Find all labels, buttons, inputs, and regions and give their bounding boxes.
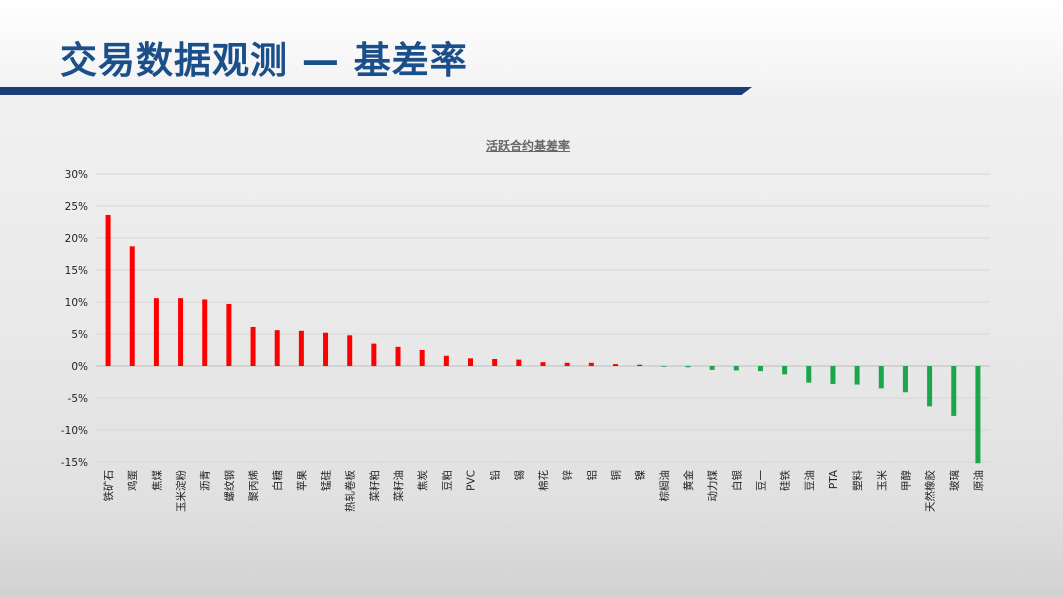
bar <box>854 366 860 385</box>
bar <box>782 366 788 375</box>
y-tick-label: -15% <box>61 457 88 469</box>
x-tick-label: 黄金 <box>682 470 695 491</box>
x-tick-label: 白糖 <box>271 470 284 491</box>
x-tick-label: 天然橡胶 <box>924 470 937 512</box>
y-tick-label: 10% <box>65 297 88 309</box>
x-tick-label: 铁矿石 <box>102 470 115 502</box>
bar <box>685 366 691 368</box>
x-tick-label: 鸡蛋 <box>126 470 139 491</box>
bar <box>612 364 618 366</box>
x-tick-label: 塑料 <box>851 470 864 491</box>
bar <box>540 362 546 366</box>
bar <box>129 246 135 366</box>
x-tick-label: 白银 <box>730 470 743 491</box>
x-tick-label: 玉米淀粉 <box>175 470 188 512</box>
bar <box>226 303 232 366</box>
bar <box>153 298 159 366</box>
x-tick-label: 铅 <box>489 470 502 481</box>
x-axis: 铁矿石 鸡蛋 焦煤 玉米淀粉 沥青 螺纹钢 聚丙烯 白糖 苹果 锰硅 热轧卷板 菜籽粕 菜籽油 焦炭 豆粕 P… <box>102 469 985 512</box>
x-tick-label: 甲醇 <box>899 470 912 491</box>
bar <box>274 330 280 366</box>
bar <box>202 299 208 366</box>
bar <box>902 366 908 393</box>
x-tick-label: PVC <box>466 470 478 491</box>
page-title: 交易数据观测 — 基差率 <box>60 39 468 82</box>
bars <box>105 214 981 464</box>
x-tick-label: 苹果 <box>295 470 308 491</box>
x-tick-label: 动力煤 <box>706 470 719 502</box>
x-tick-label: 菜籽油 <box>392 470 405 502</box>
bar <box>757 366 763 372</box>
x-tick-label: 聚丙烯 <box>247 470 260 502</box>
bar <box>347 335 353 366</box>
bar <box>323 332 329 366</box>
x-tick-label: 菜籽粕 <box>368 470 381 502</box>
bar <box>298 330 304 366</box>
bar <box>395 346 401 366</box>
x-tick-label: 铜 <box>610 470 622 481</box>
x-tick-label: 玉米 <box>875 470 888 491</box>
bar <box>661 366 667 367</box>
y-tick-label: 25% <box>65 201 88 213</box>
bar <box>468 358 474 366</box>
title-underline-bar <box>0 87 752 95</box>
x-tick-label: 铝 <box>585 470 598 481</box>
bar <box>588 362 594 366</box>
y-tick-label: 5% <box>71 329 88 341</box>
x-tick-label: 热轧卷板 <box>344 470 357 512</box>
x-tick-label: 镍 <box>634 470 647 481</box>
x-tick-label: 硅铁 <box>779 470 792 491</box>
x-tick-label: 豆油 <box>803 470 816 491</box>
header-band <box>0 0 1063 96</box>
x-tick-label: 螺纹钢 <box>223 470 236 502</box>
bar <box>419 350 425 366</box>
bar <box>830 366 836 384</box>
bar <box>250 326 256 366</box>
x-tick-label: 锡 <box>513 470 526 481</box>
x-tick-label: 棉花 <box>537 470 550 491</box>
bar <box>105 214 111 366</box>
bar <box>806 366 812 383</box>
x-tick-label: 沥青 <box>199 470 212 491</box>
x-tick-label: 玻璃 <box>948 470 961 491</box>
x-tick-label: 原油 <box>972 470 985 491</box>
bar <box>927 366 933 407</box>
y-tick-label: -10% <box>61 425 88 437</box>
x-tick-label: 锰硅 <box>320 470 333 491</box>
bar <box>733 366 739 371</box>
y-tick-label: 0% <box>71 361 88 373</box>
y-tick-label: -5% <box>68 393 88 405</box>
y-tick-label: 15% <box>65 265 88 277</box>
x-tick-label: 锌 <box>561 470 574 481</box>
bar <box>637 364 643 366</box>
x-tick-label: 焦煤 <box>150 470 163 491</box>
x-tick-label: 焦炭 <box>416 470 429 491</box>
x-tick-label: 豆一 <box>755 470 767 491</box>
bar <box>564 362 570 366</box>
chart-title: 活跃合约基差率 <box>485 139 570 153</box>
bar <box>371 343 377 366</box>
bar <box>492 358 498 366</box>
decorative-footer-shade <box>0 507 1063 597</box>
y-tick-label: 30% <box>65 169 88 181</box>
y-axis: 30% 25% 20% 15% 10% 5% 0% -5% -10% -15% <box>61 169 88 469</box>
x-tick-label: 豆粕 <box>440 470 453 491</box>
bar <box>878 366 884 389</box>
bar <box>709 366 715 370</box>
bar <box>975 366 981 464</box>
bar <box>516 359 522 366</box>
y-tick-label: 20% <box>65 233 88 245</box>
bar <box>443 355 449 366</box>
bar <box>178 298 184 366</box>
x-tick-label: PTA <box>828 469 840 489</box>
x-tick-label: 棕榈油 <box>658 470 671 502</box>
bar <box>951 366 957 416</box>
